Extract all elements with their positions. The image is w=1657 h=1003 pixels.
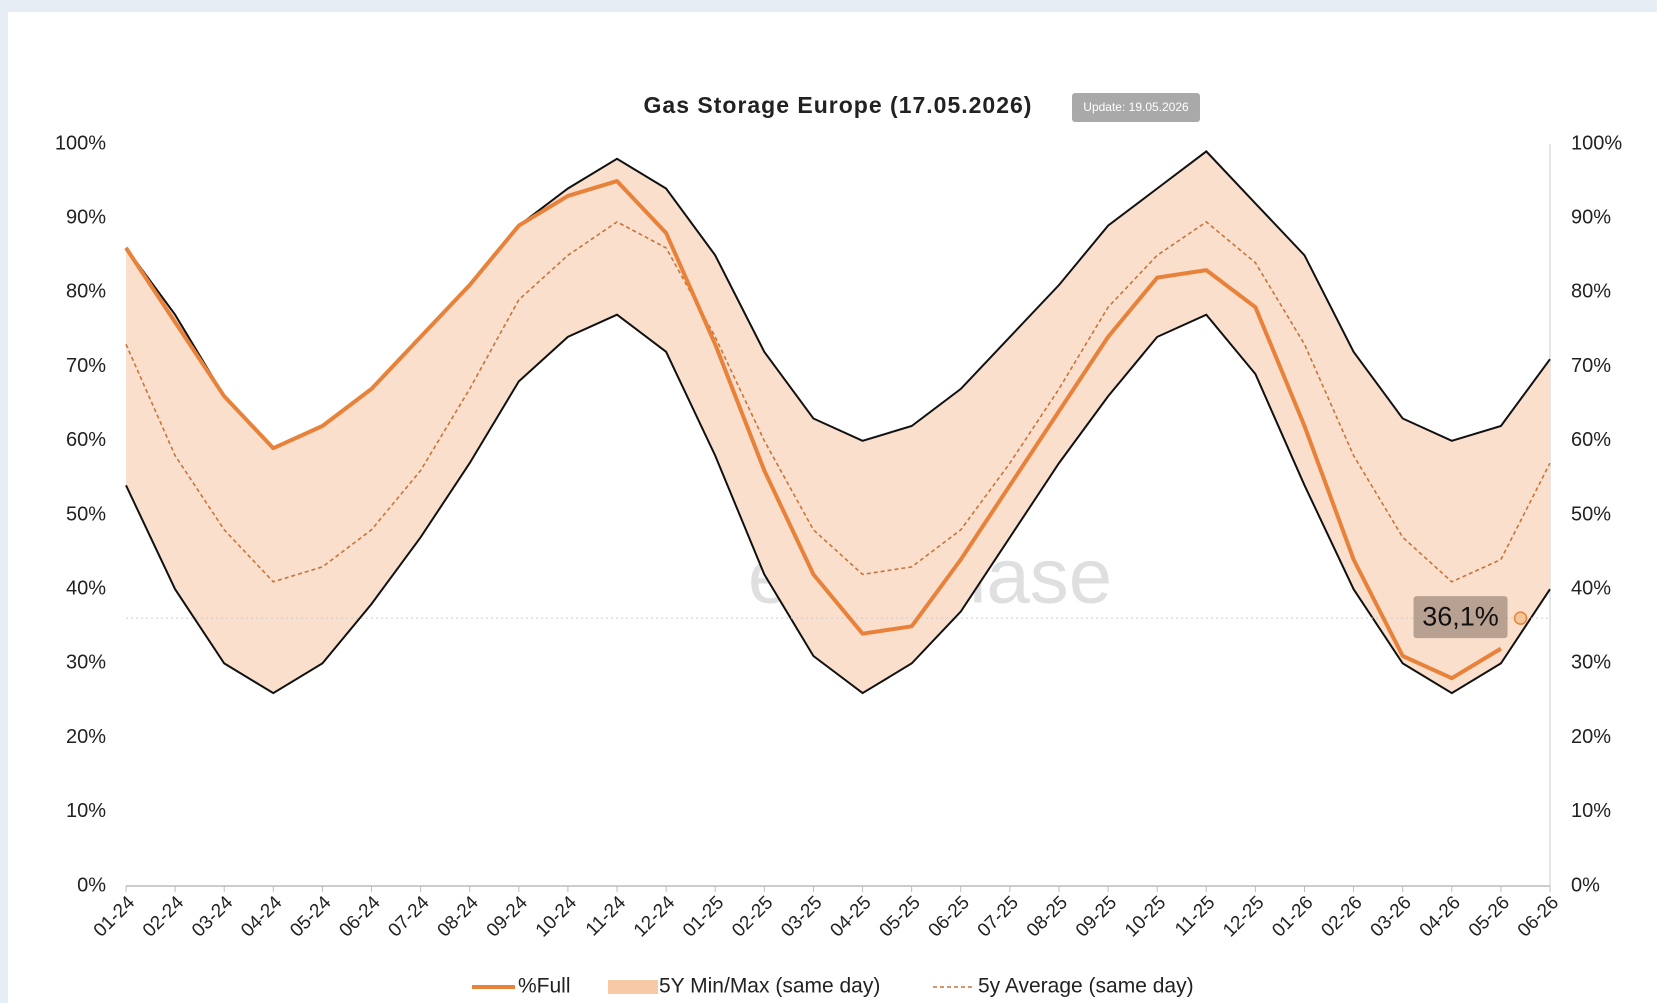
y2-tick-label: 40% [1571, 577, 1611, 599]
chart-title: Gas Storage Europe (17.05.2026) [644, 92, 1033, 118]
y-tick-label: 50% [66, 503, 106, 525]
update-badge-text: Update: 19.05.2026 [1083, 100, 1189, 114]
y2-tick-label: 0% [1571, 874, 1600, 896]
y-tick-label: 80% [66, 281, 106, 303]
y-tick-label: 90% [66, 206, 106, 228]
y-tick-label: 70% [66, 355, 106, 377]
y2-tick-label: 20% [1571, 726, 1611, 748]
y2-tick-label: 50% [1571, 503, 1611, 525]
update-badge [1072, 93, 1200, 122]
y2-tick-label: 100% [1571, 132, 1622, 154]
y-tick-label: 40% [66, 577, 106, 599]
legend-swatch [608, 980, 658, 994]
y2-tick-label: 30% [1571, 652, 1611, 674]
full-line [124, 179, 1502, 681]
y2-tick-label: 10% [1571, 800, 1611, 822]
y-tick-label: 0% [77, 874, 106, 896]
legend-label: %Full [518, 975, 571, 998]
annotation-box [1413, 596, 1508, 639]
current-point [1513, 611, 1528, 625]
annotation-label: 36,1% [1422, 601, 1499, 631]
y-tick-label: 30% [66, 652, 106, 674]
legend-label: 5y Average (same day) [978, 975, 1194, 998]
y-tick-label: 100% [55, 132, 106, 154]
legend-label: 5Y Min/Max (same day) [659, 975, 880, 998]
y2-tick-label: 60% [1571, 429, 1611, 451]
minmax-band [126, 151, 1550, 694]
y2-tick-label: 90% [1571, 206, 1611, 228]
y-tick-label: 10% [66, 800, 106, 822]
y2-tick-label: 70% [1571, 355, 1611, 377]
y-tick-label: 60% [66, 429, 106, 451]
y-tick-label: 20% [66, 726, 106, 748]
y2-tick-label: 80% [1571, 281, 1611, 303]
band-min-line [125, 313, 1551, 695]
